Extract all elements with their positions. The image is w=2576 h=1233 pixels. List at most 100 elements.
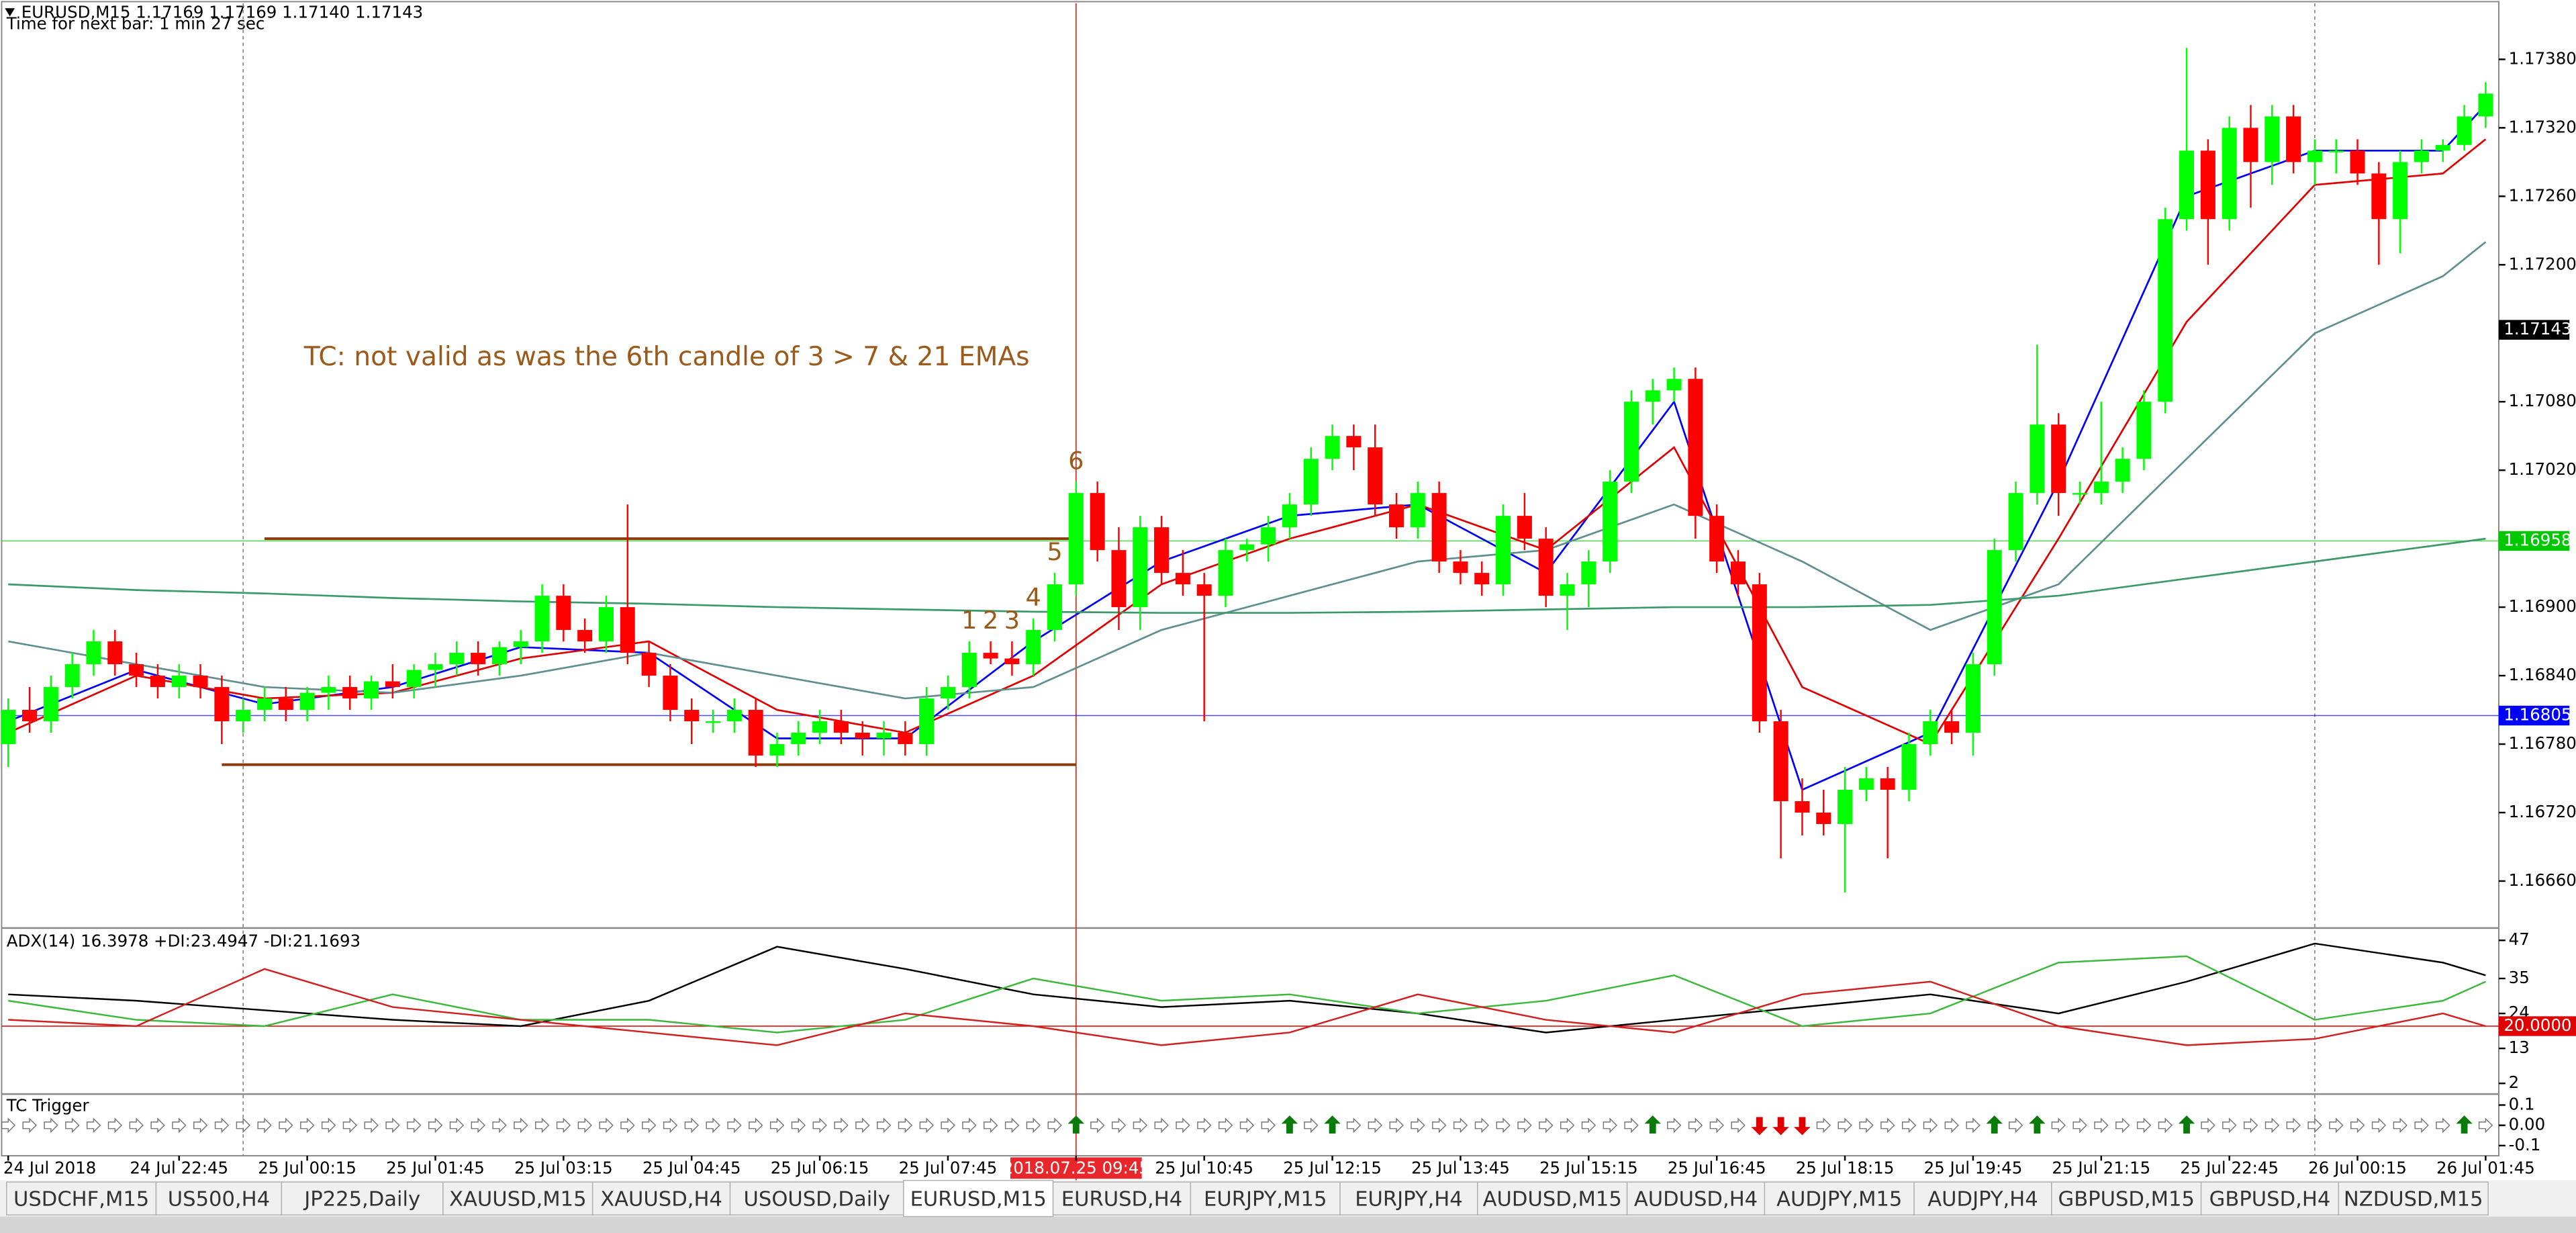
candle-body: [1218, 550, 1233, 596]
tab-label[interactable]: JP225,Daily: [303, 1188, 420, 1212]
candle-body: [1795, 801, 1810, 813]
neutral-arrow: [407, 1117, 422, 1134]
tab[interactable]: [591, 1181, 731, 1216]
buy-arrow: [1281, 1115, 1298, 1134]
y-tick-label: 1.16840: [2509, 665, 2576, 684]
x-tick-label: 25 Jul 15:15: [1539, 1158, 1638, 1178]
tab-label[interactable]: USDCHF,M15: [13, 1188, 149, 1212]
neutral-arrow: [984, 1117, 998, 1134]
candle-body: [598, 607, 614, 642]
indicator-line: [8, 968, 2486, 1046]
neutral-arrow: [2222, 1117, 2237, 1134]
neutral-arrow: [2158, 1117, 2173, 1134]
tab-label[interactable]: AUDUSD,M15: [1483, 1188, 1622, 1212]
neutral-arrow: [1346, 1117, 1362, 1134]
tab-label[interactable]: AUDUSD,H4: [1634, 1188, 1758, 1212]
neutral-arrow: [107, 1117, 123, 1134]
tab-label[interactable]: NZDUSD,M15: [2344, 1188, 2483, 1212]
tab[interactable]: [155, 1181, 283, 1216]
x-tick-label: 25 Jul 06:15: [771, 1158, 869, 1178]
candle-body: [513, 641, 528, 647]
candle-body: [706, 721, 721, 723]
neutral-arrow: [1731, 1117, 1746, 1134]
neutral-arrow: [492, 1117, 507, 1134]
candle-body: [983, 653, 998, 659]
tab-label[interactable]: GBPUSD,H4: [2209, 1188, 2331, 1212]
candle-body: [1303, 459, 1319, 505]
tab[interactable]: [442, 1181, 593, 1216]
neutral-arrow: [706, 1117, 720, 1134]
tab-label[interactable]: EURJPY,H4: [1355, 1188, 1463, 1212]
candle-body: [342, 687, 358, 699]
neutral-arrow: [1496, 1117, 1511, 1134]
y-tick-label: 2: [2509, 1072, 2520, 1092]
indicator-line: [8, 955, 2486, 1034]
neutral-arrow: [471, 1117, 485, 1134]
neutral-arrow: [1624, 1117, 1639, 1134]
neutral-arrow: [2350, 1117, 2365, 1134]
collapse-icon[interactable]: [5, 8, 15, 17]
tab-label[interactable]: XAUUSD,M15: [449, 1188, 587, 1212]
tab[interactable]: [2200, 1181, 2340, 1216]
buy-arrow: [2178, 1115, 2195, 1134]
neutral-arrow: [1047, 1117, 1062, 1134]
neutral-arrow: [898, 1117, 913, 1134]
candle-body: [2435, 144, 2450, 151]
tab-label[interactable]: USOUSD,Daily: [744, 1188, 890, 1212]
tab[interactable]: [2051, 1181, 2202, 1216]
tab[interactable]: [1190, 1181, 1341, 1216]
neutral-arrow: [1581, 1117, 1596, 1134]
candle-body: [769, 744, 785, 756]
neutral-arrow: [150, 1117, 165, 1134]
candle-count: 5: [1047, 537, 1062, 566]
candle-body: [791, 733, 806, 745]
candle-body: [406, 670, 422, 688]
tab[interactable]: [2338, 1181, 2489, 1216]
candle-body: [961, 653, 977, 688]
tab-label[interactable]: US500,H4: [168, 1188, 270, 1212]
neutral-arrow: [65, 1117, 80, 1134]
x-tick-label: 25 Jul 21:15: [2052, 1158, 2150, 1178]
tab[interactable]: [903, 1179, 1054, 1218]
candle-body: [898, 733, 913, 745]
tab[interactable]: [1626, 1181, 1766, 1216]
chart-title: EURUSD,M15 1.17169 1.17169 1.17140 1.171…: [21, 3, 423, 22]
candle-body: [1623, 402, 1639, 482]
candle-body: [2072, 493, 2087, 495]
tab-label[interactable]: AUDJPY,H4: [1927, 1188, 2038, 1212]
tab[interactable]: [281, 1181, 444, 1216]
candle-count: 2: [983, 606, 998, 635]
candle-body: [684, 710, 700, 722]
candle-body: [171, 676, 187, 688]
candle-body: [641, 653, 657, 676]
candle-body: [1431, 493, 1447, 562]
candle-body: [577, 630, 593, 642]
tab[interactable]: [1913, 1181, 2052, 1216]
neutral-arrow: [257, 1117, 272, 1134]
neutral-arrow: [1218, 1117, 1233, 1134]
candle-body: [2008, 493, 2023, 551]
tab-label[interactable]: EURUSD,M15: [910, 1188, 1047, 1212]
candle-body: [1603, 482, 1618, 562]
neutral-arrow: [1133, 1117, 1148, 1134]
tab-label[interactable]: XAUUSD,H4: [600, 1188, 722, 1212]
tab-label[interactable]: GBPUSD,M15: [2058, 1188, 2195, 1212]
tab-label[interactable]: AUDJPY,M15: [1776, 1188, 1902, 1212]
sell-arrow: [1794, 1117, 1811, 1136]
price-marker-label: 1.16805: [2503, 705, 2571, 725]
tab-label[interactable]: EURJPY,M15: [1204, 1188, 1327, 1212]
neutral-arrow: [599, 1117, 614, 1134]
neutral-arrow: [22, 1117, 37, 1134]
candle-body: [2393, 162, 2408, 220]
tab[interactable]: [729, 1181, 904, 1216]
candle-body: [43, 687, 58, 722]
tab[interactable]: [1764, 1181, 1915, 1216]
level-label: 20.0000: [2503, 1015, 2571, 1035]
tab-label[interactable]: EURUSD,H4: [1061, 1188, 1182, 1212]
neutral-arrow: [214, 1117, 230, 1134]
neutral-arrow: [620, 1117, 635, 1134]
candle-body: [1560, 584, 1575, 596]
neutral-arrow: [364, 1117, 379, 1134]
